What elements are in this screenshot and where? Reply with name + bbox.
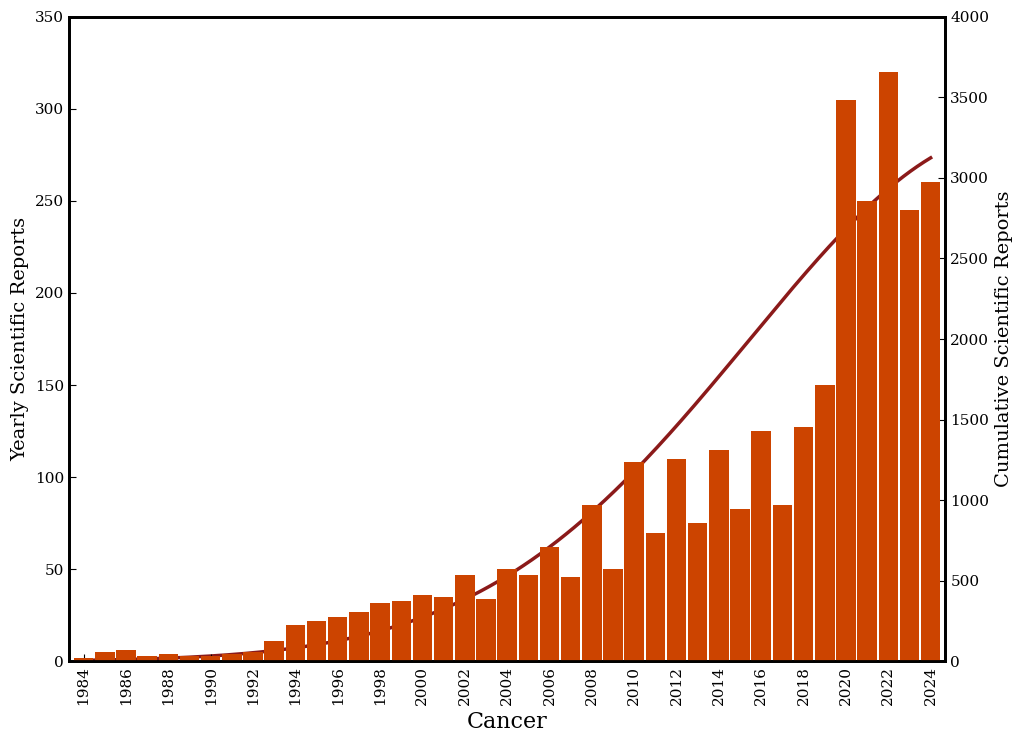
Bar (688, 523, 708, 661)
Bar (264, 641, 284, 661)
Bar (815, 385, 835, 661)
Bar (391, 600, 411, 661)
Bar (222, 654, 242, 661)
Bar (307, 621, 327, 661)
Bar (518, 575, 538, 661)
Bar (476, 599, 496, 661)
Bar (455, 575, 474, 661)
Bar (900, 210, 920, 661)
Bar (730, 509, 750, 661)
Y-axis label: Yearly Scientific Reports: Yearly Scientific Reports (11, 217, 29, 461)
Bar (159, 654, 178, 661)
X-axis label: Cancer: Cancer (467, 711, 548, 733)
Bar (244, 652, 263, 661)
Bar (857, 201, 877, 661)
Bar (582, 505, 601, 661)
Bar (837, 100, 856, 661)
Bar (773, 505, 793, 661)
Bar (921, 182, 940, 661)
Bar (498, 569, 517, 661)
Bar (116, 650, 136, 661)
Bar (413, 595, 432, 661)
Bar (371, 603, 390, 661)
Bar (328, 618, 347, 661)
Bar (286, 625, 305, 661)
Y-axis label: Cumulative Scientific Reports: Cumulative Scientific Reports (995, 190, 1013, 487)
Bar (710, 449, 729, 661)
Bar (137, 656, 157, 661)
Bar (95, 652, 115, 661)
Bar (349, 612, 369, 661)
Bar (625, 463, 644, 661)
Bar (667, 459, 686, 661)
Bar (540, 548, 559, 661)
Bar (603, 569, 623, 661)
Bar (879, 72, 898, 661)
Bar (752, 432, 771, 661)
Bar (74, 658, 93, 661)
Bar (201, 656, 220, 661)
Bar (794, 428, 813, 661)
Bar (561, 577, 581, 661)
Bar (434, 597, 454, 661)
Bar (180, 656, 200, 661)
Bar (645, 533, 666, 661)
